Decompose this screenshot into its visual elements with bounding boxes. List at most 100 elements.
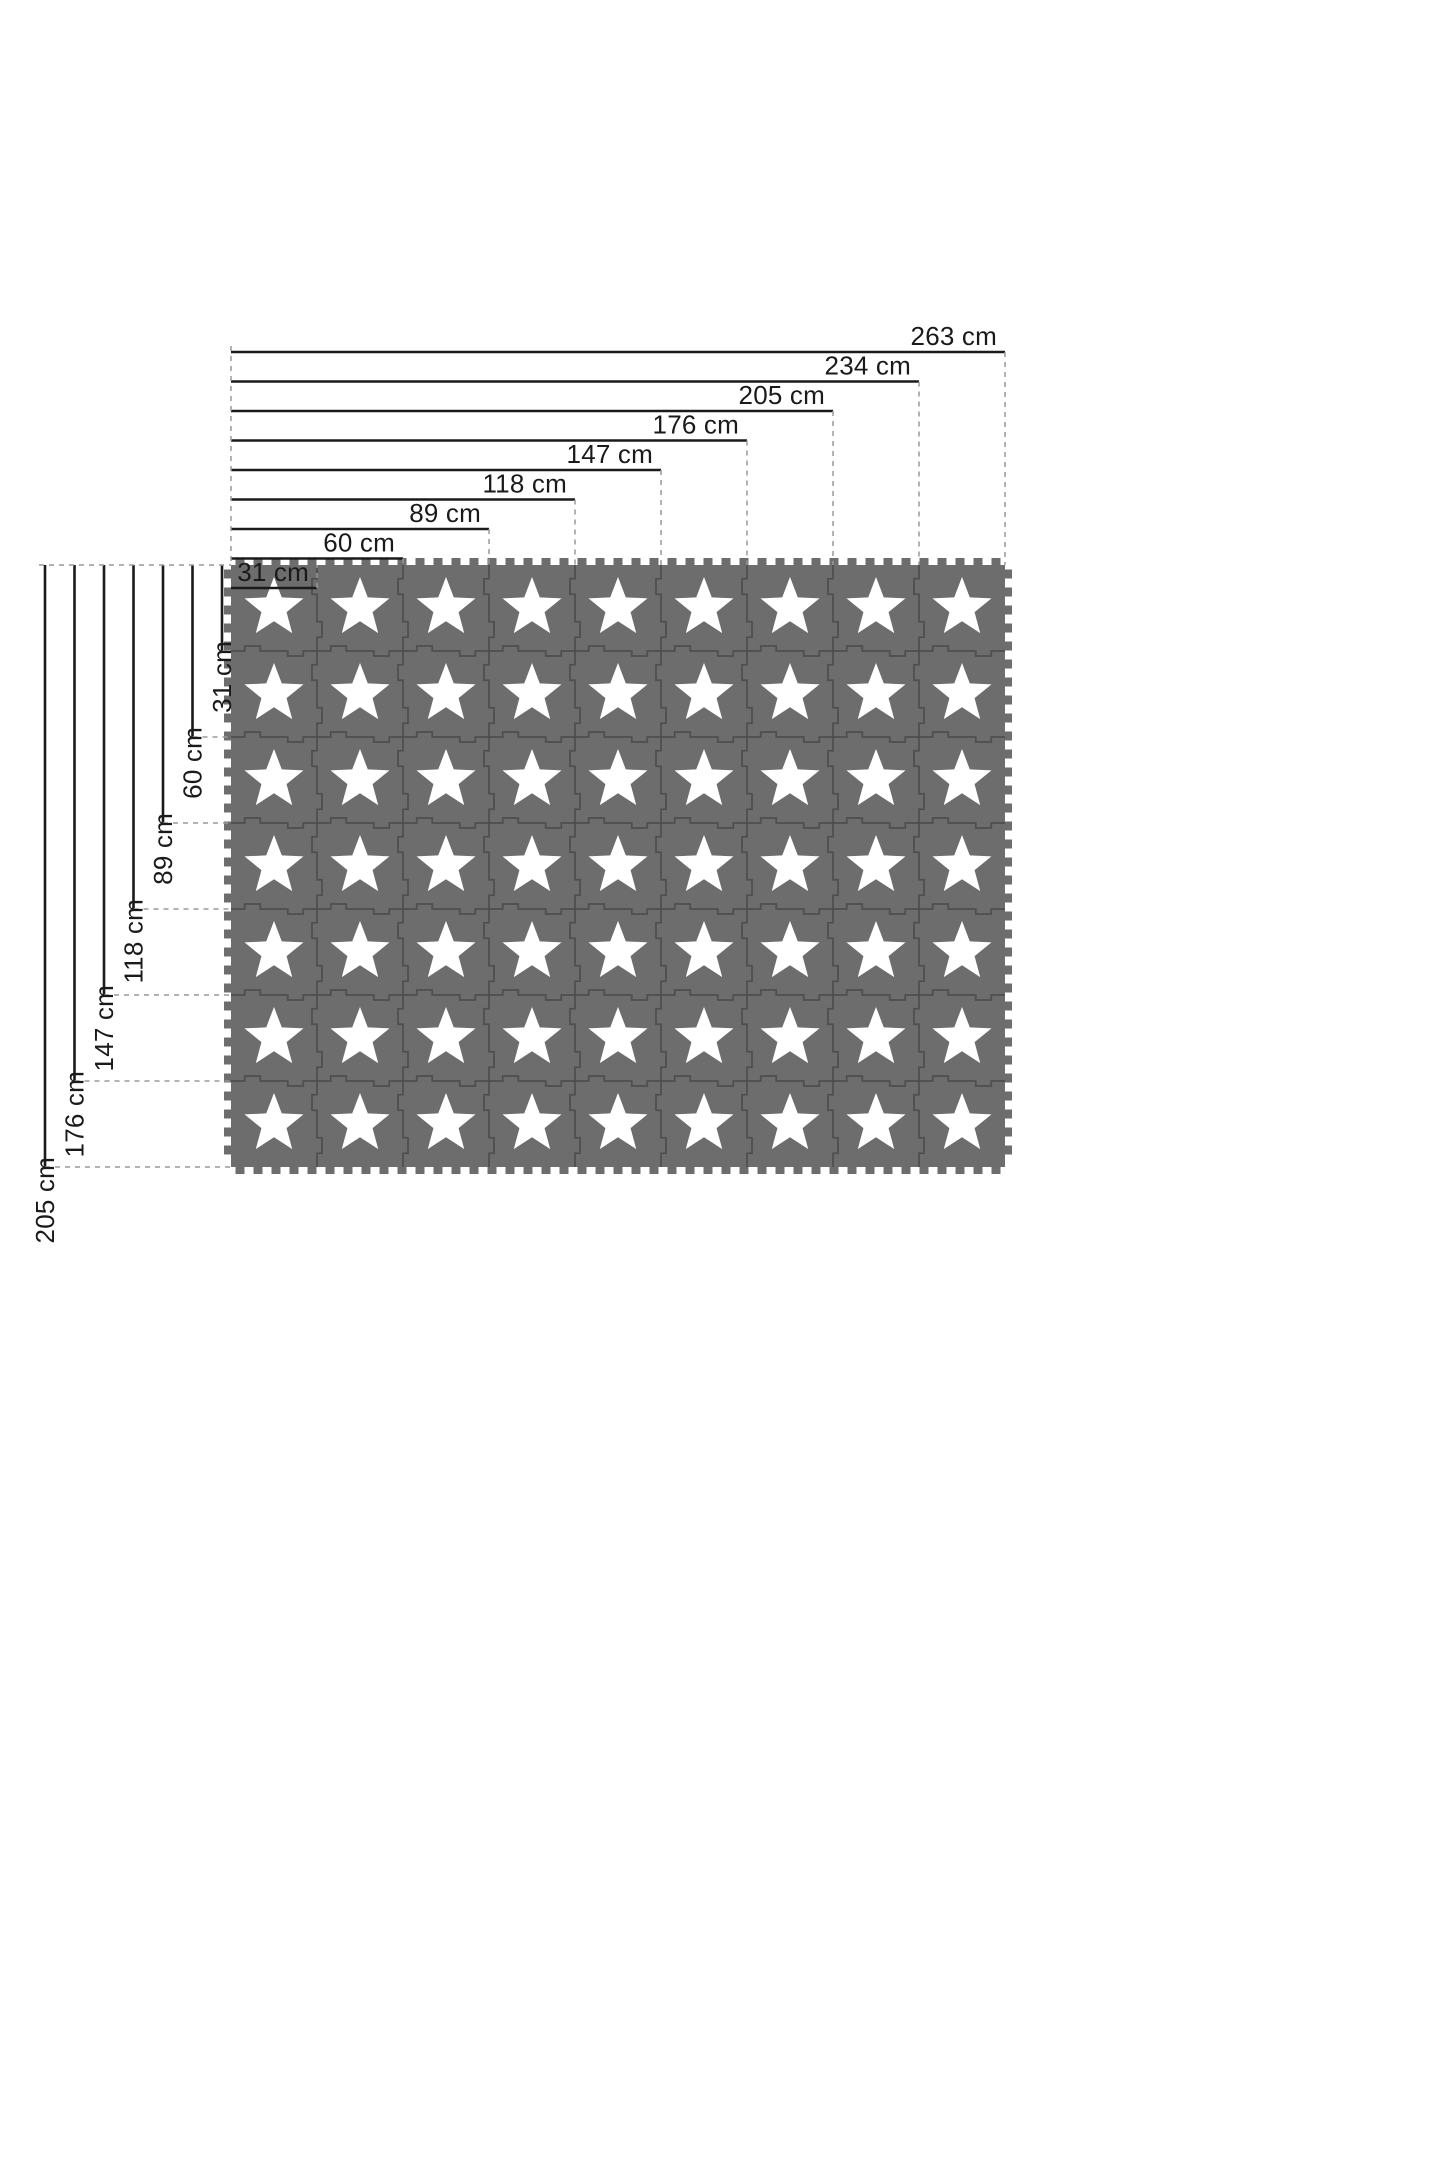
mat-tile-joints	[231, 565, 1005, 1167]
mat-tile	[231, 1081, 317, 1167]
mat-edge-tooth	[469, 1167, 479, 1174]
mat-edge-tooth	[1005, 749, 1012, 759]
star-icon	[330, 749, 390, 806]
star-icon	[760, 577, 820, 634]
star-icon	[588, 921, 648, 978]
mat-edge-tooth	[1005, 713, 1012, 723]
mat-edge-tooth	[224, 965, 231, 975]
star-icon	[416, 749, 476, 806]
star-icon	[416, 1093, 476, 1150]
mat-edge-tooth	[224, 659, 231, 669]
mat-tile	[403, 651, 489, 737]
mat-tile	[317, 565, 403, 651]
star-icon	[674, 1093, 734, 1150]
mat-tile	[575, 1081, 661, 1167]
tile-joint-vertical	[569, 565, 581, 1167]
mat-tile	[747, 651, 833, 737]
mat-edge-tooth	[397, 558, 407, 565]
star-icon	[244, 663, 304, 720]
mat-edge-tooth	[973, 1167, 983, 1174]
mat-edge-tooth	[919, 558, 929, 565]
horizontal-dimension: 205 cm	[231, 380, 834, 565]
star-icon	[674, 1007, 734, 1064]
mat-edge-tooth	[721, 1167, 731, 1174]
tile-joint-horizontal	[231, 731, 1005, 743]
tile-joint-vertical	[913, 565, 925, 1167]
mat-tile	[919, 909, 1005, 995]
mat-edge-tooth	[451, 558, 461, 565]
star-icon	[846, 663, 906, 720]
mat-edge-tooth	[847, 558, 857, 565]
mat-edge-tooth	[703, 558, 713, 565]
star-icon	[502, 921, 562, 978]
mat-tile	[747, 909, 833, 995]
star-icon	[330, 835, 390, 892]
mat-edge-tooth	[901, 1167, 911, 1174]
mat-edge-tooth	[649, 1167, 659, 1174]
mat-tile	[661, 651, 747, 737]
mat-edge-tooth	[224, 695, 231, 705]
mat-tile	[489, 651, 575, 737]
mat-tile	[919, 651, 1005, 737]
mat-edge-tooth	[937, 558, 947, 565]
mat-tile	[403, 565, 489, 651]
mat-edge-tooth	[1005, 965, 1012, 975]
horizontal-dimension-label: 118 cm	[482, 469, 567, 499]
star-icon	[416, 835, 476, 892]
vertical-dimension-label: 31 cm	[207, 641, 237, 713]
mat-edge-tooth	[415, 558, 425, 565]
mat-edge-tooth	[224, 569, 231, 579]
tile-joint-horizontal	[231, 989, 1005, 1001]
tile-joint-vertical	[311, 565, 323, 1167]
mat-edge-tooth	[577, 558, 587, 565]
star-icon	[588, 1007, 648, 1064]
star-icon	[932, 577, 992, 634]
mat-edge-tooth	[829, 1167, 839, 1174]
mat-tile	[661, 995, 747, 1081]
mat-edge-tooth	[757, 558, 767, 565]
mat-edge-tooth	[307, 1167, 317, 1174]
star-icon	[932, 1093, 992, 1150]
star-icon	[760, 835, 820, 892]
mat-edge-tooth	[991, 558, 1001, 565]
mat-edge-tooth	[1005, 1001, 1012, 1011]
mat-edge-tooth	[325, 1167, 335, 1174]
mat-edge-tooth	[1005, 1055, 1012, 1065]
mat-tile	[575, 737, 661, 823]
star-icon	[416, 577, 476, 634]
mat-tile	[575, 823, 661, 909]
mat-edge-tooth	[224, 857, 231, 867]
horizontal-dimension-label: 205 cm	[739, 380, 825, 410]
vertical-dimension: 176 cm	[60, 565, 231, 1157]
star-icon	[330, 577, 390, 634]
mat-edge-tooth	[224, 1109, 231, 1119]
horizontal-dimension: 89 cm	[231, 498, 490, 565]
mat-edge-tooth	[1005, 1037, 1012, 1047]
mat-edge-tooth	[523, 558, 533, 565]
mat-edge-tooth	[505, 558, 515, 565]
mat-edge-tooth	[307, 558, 317, 565]
mat-edge-tooth	[343, 558, 353, 565]
mat-edge-tooth	[523, 1167, 533, 1174]
star-icon	[760, 663, 820, 720]
mat-edge-tooth	[1005, 767, 1012, 777]
mat-edge-tooth	[1005, 569, 1012, 579]
mat-tile	[747, 1081, 833, 1167]
mat-edge-tooth	[1005, 785, 1012, 795]
mat-edge-tooth	[865, 1167, 875, 1174]
mat-edge-tooth	[973, 558, 983, 565]
horizontal-dimension-label: 60 cm	[323, 528, 395, 558]
mat-edge-tooth	[595, 1167, 605, 1174]
mat-edge-tooth	[224, 893, 231, 903]
mat-tile	[747, 565, 833, 651]
mat-edge-tooth	[224, 623, 231, 633]
mat-edge-tooth	[1005, 857, 1012, 867]
star-icon	[502, 577, 562, 634]
star-icon	[244, 1093, 304, 1150]
mat-edge-tooth	[775, 1167, 785, 1174]
mat-tile	[747, 737, 833, 823]
mat-edge-tooth	[811, 1167, 821, 1174]
mat-edge-tooth	[649, 558, 659, 565]
mat-edge-tooth	[1005, 1019, 1012, 1029]
star-puzzle-mat	[224, 558, 1012, 1174]
